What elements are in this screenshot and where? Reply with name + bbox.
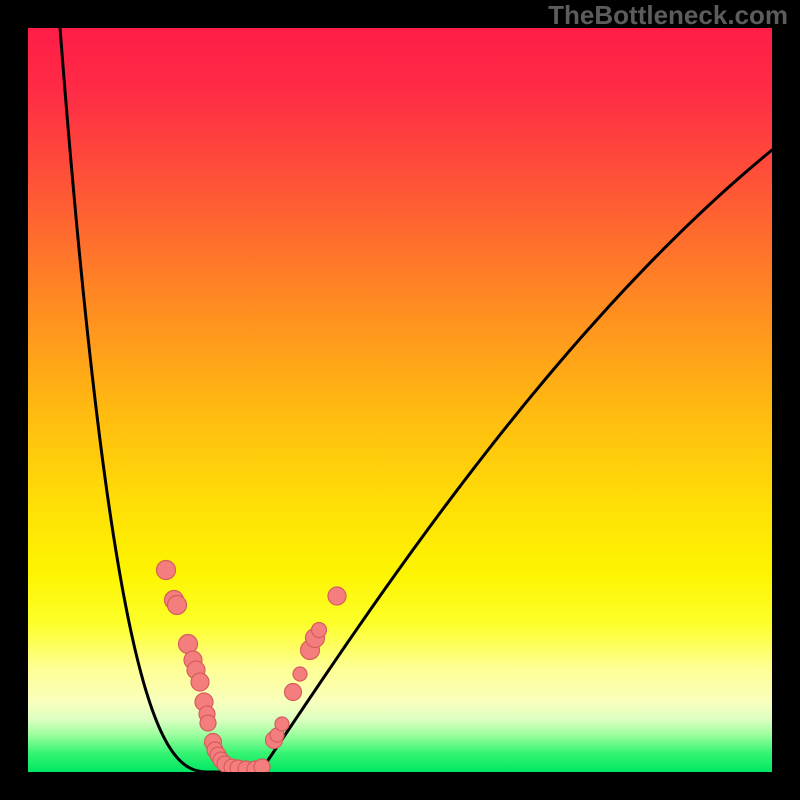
- data-marker: [328, 587, 346, 605]
- data-marker: [275, 717, 289, 731]
- chart-container: TheBottleneck.com: [0, 0, 800, 800]
- watermark-text: TheBottleneck.com: [548, 0, 788, 30]
- chart-background: [28, 28, 772, 772]
- data-marker: [285, 684, 302, 701]
- data-marker: [157, 561, 176, 580]
- data-marker: [312, 623, 327, 638]
- data-marker: [191, 673, 209, 691]
- chart-svg: TheBottleneck.com: [0, 0, 800, 800]
- data-marker: [168, 596, 187, 615]
- data-marker: [200, 715, 216, 731]
- data-marker: [293, 667, 307, 681]
